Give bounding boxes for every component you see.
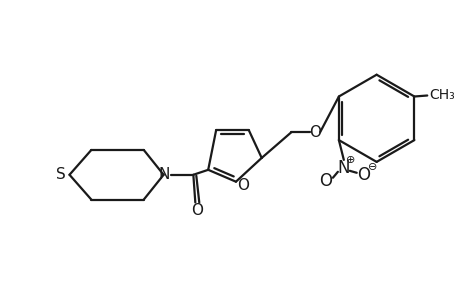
Text: O: O <box>319 172 332 190</box>
Text: O: O <box>191 203 203 218</box>
Text: CH₃: CH₃ <box>428 88 454 101</box>
Text: ⊖: ⊖ <box>367 162 376 172</box>
Text: O: O <box>356 166 369 184</box>
Text: O: O <box>236 178 248 193</box>
Text: N: N <box>158 167 170 182</box>
Text: O: O <box>308 125 320 140</box>
Text: S: S <box>56 167 65 182</box>
Text: N: N <box>337 159 349 177</box>
Text: ⊕: ⊕ <box>345 155 355 165</box>
